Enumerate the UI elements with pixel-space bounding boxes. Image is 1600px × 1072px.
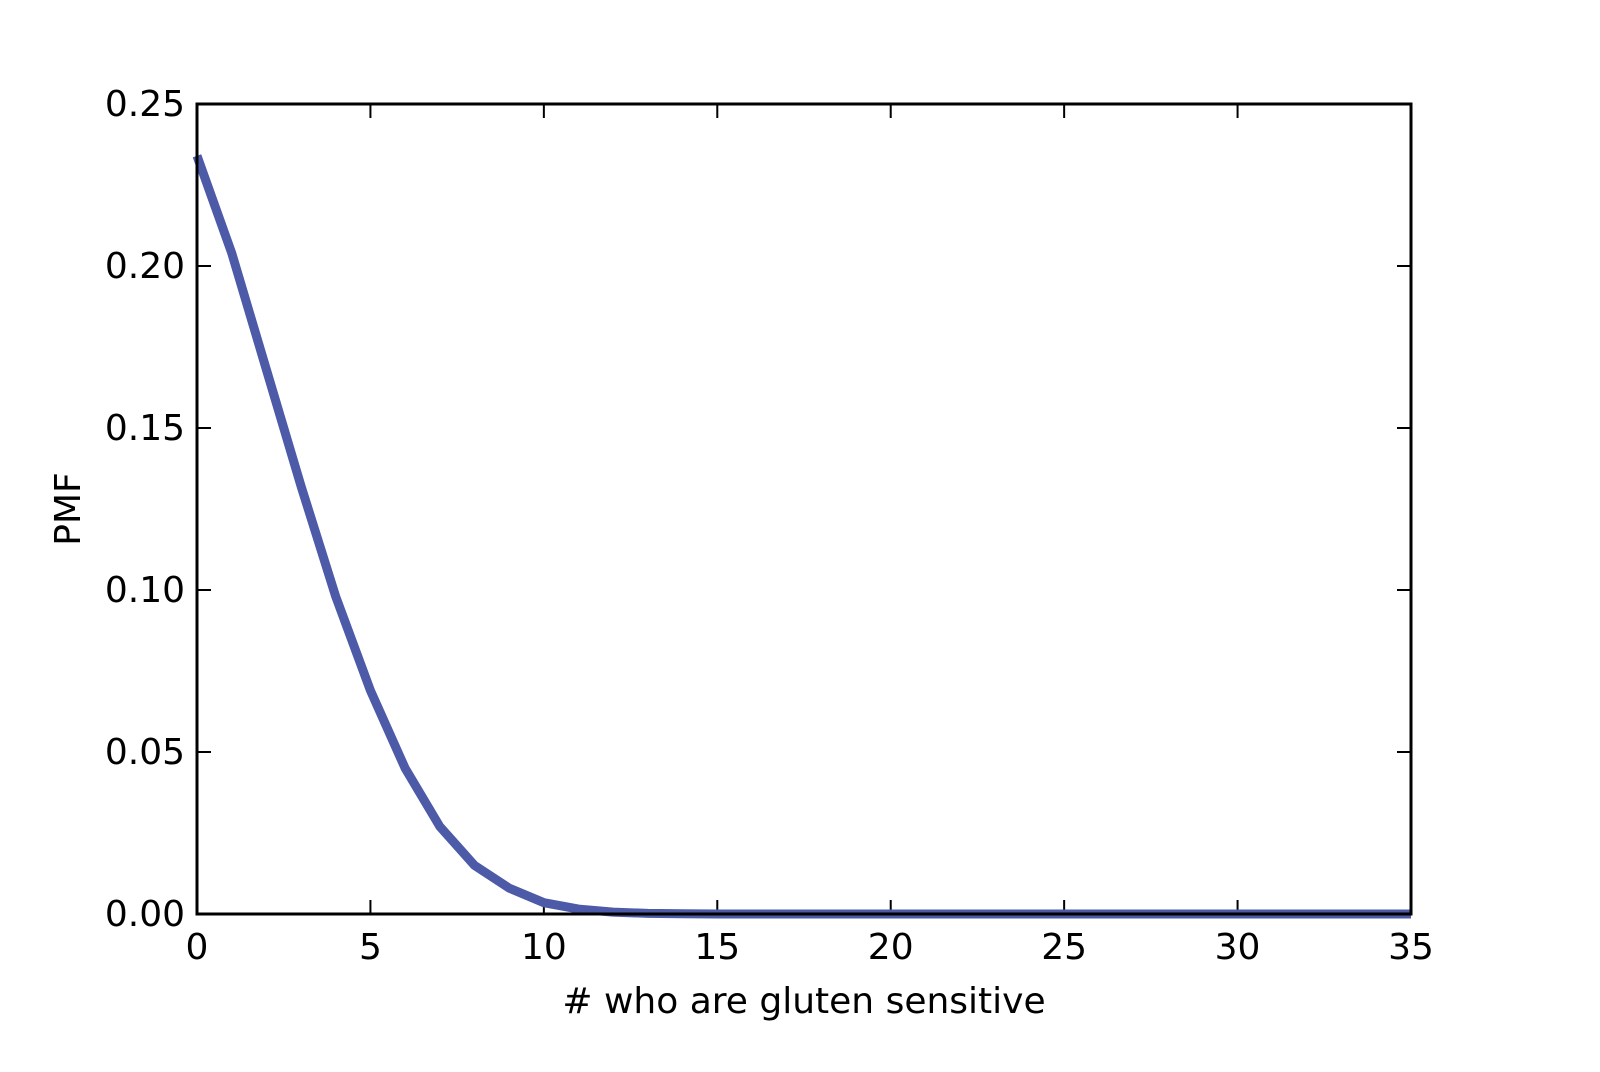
series-layer [192,154,1411,919]
x-axis-label: # who are gluten sensitive [562,981,1045,1022]
y-tick-label: 0.05 [105,732,185,773]
x-tick-label: 25 [1041,927,1087,968]
y-tick-label: 0.00 [105,894,185,935]
x-tick-label: 5 [359,927,382,968]
x-tick-label: 20 [868,927,914,968]
y-tick-label: 0.10 [105,570,185,611]
ticks-layer [196,103,1412,915]
tick-labels-layer: 0 5 10 15 20 25 30 35 0.00 0.05 0.10 0.15 0.20 0.25 [105,84,1434,968]
plot-area-frame [195,102,1413,916]
x-tick-label: 35 [1388,927,1434,968]
x-tick-label: 0 [186,927,209,968]
x-tick-label: 15 [694,927,740,968]
x-tick-label: 10 [521,927,567,968]
x-tick-label: 30 [1215,927,1261,968]
y-tick-label: 0.20 [105,246,185,287]
pmf-series-line [192,154,1411,919]
y-axis-label: PMF [48,472,89,545]
y-tick-label: 0.15 [105,408,185,449]
y-tick-label: 0.25 [105,84,185,125]
